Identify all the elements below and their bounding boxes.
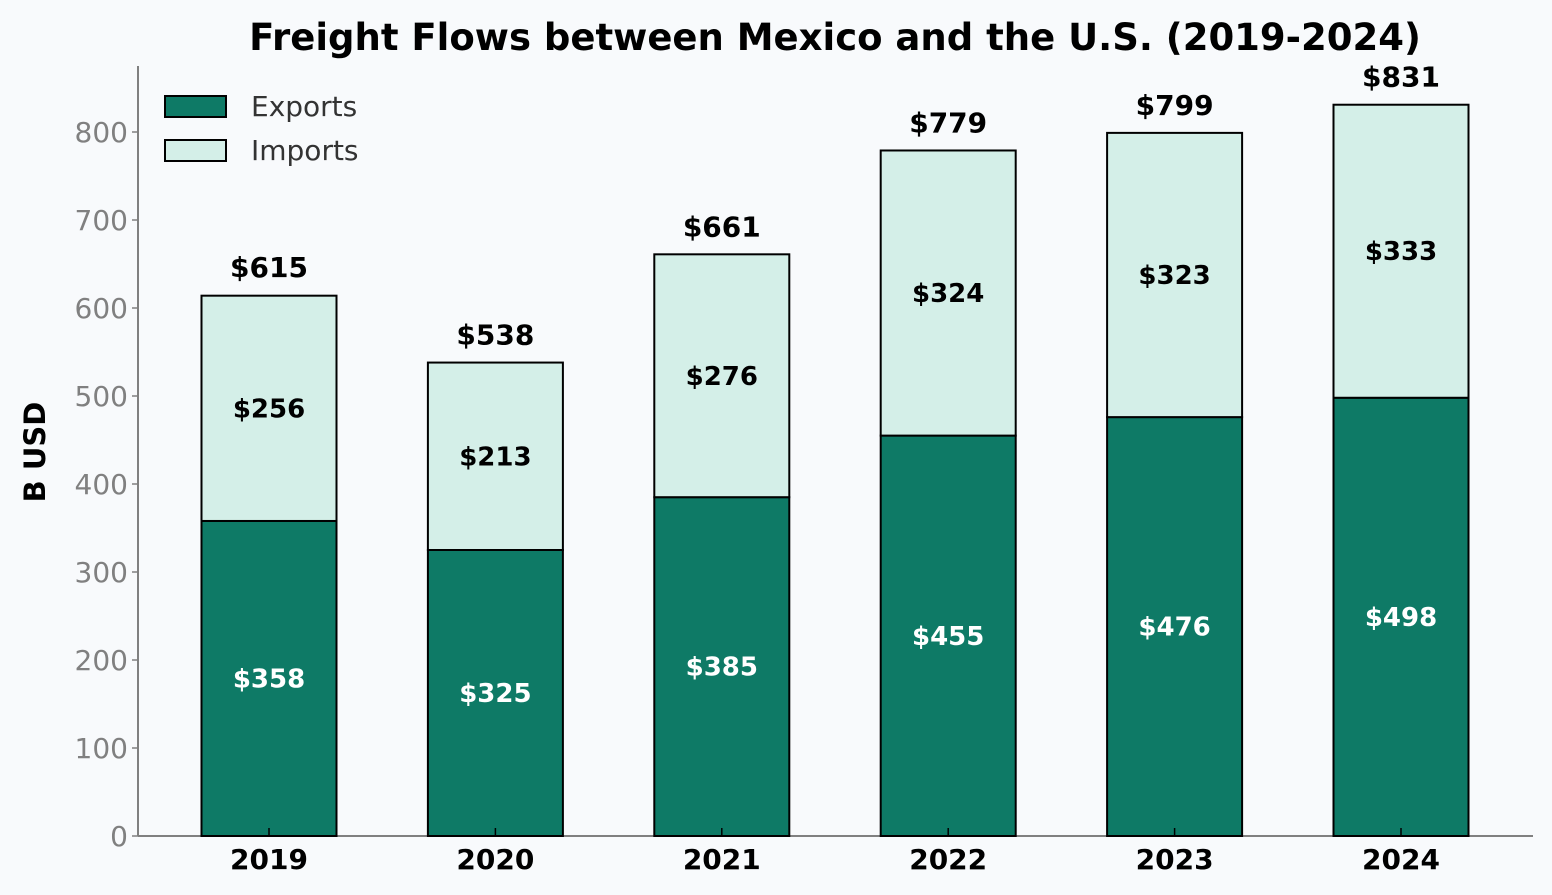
- chart-title: Freight Flows between Mexico and the U.S…: [249, 16, 1421, 59]
- legend-swatch-exports: [164, 95, 227, 118]
- data-label-imports-2021: $276: [686, 362, 758, 392]
- data-label-exports-2019: $358: [233, 664, 305, 694]
- y-tick-label: 200: [75, 644, 128, 677]
- y-tick-label: 600: [75, 292, 128, 325]
- y-tick-label: 500: [75, 380, 128, 413]
- x-tick-label: 2021: [683, 843, 761, 876]
- total-label-2019: $615: [230, 251, 308, 284]
- data-label-exports-2022: $455: [912, 622, 984, 652]
- legend-label-imports: Imports: [251, 134, 359, 167]
- bar-imports-2019: [200, 294, 338, 522]
- total-label-2021: $661: [683, 210, 761, 243]
- x-tick-label: 2019: [230, 843, 308, 876]
- data-label-imports-2022: $324: [912, 279, 984, 309]
- data-label-imports-2020: $213: [459, 442, 531, 472]
- bar-imports-2023: [1106, 131, 1244, 419]
- bar-imports-2021: [653, 253, 791, 499]
- x-tick-label: 2024: [1362, 843, 1440, 876]
- legend: Exports Imports: [164, 90, 359, 167]
- y-tick-label: 800: [75, 116, 128, 149]
- bar-exports-2023: [1106, 416, 1244, 837]
- y-tick-label: 100: [75, 732, 128, 765]
- y-tick-label: 0: [110, 820, 128, 853]
- total-label-2020: $538: [456, 319, 534, 352]
- y-tick-label: 400: [75, 468, 128, 501]
- plot-area: 0 100 200 300 400 500 600 700 800 $358 $256 $615 201…: [75, 61, 1533, 876]
- total-label-2022: $779: [909, 106, 987, 139]
- bar-exports-2019: [200, 519, 338, 838]
- x-tick-label: 2022: [909, 843, 987, 876]
- bar-exports-2021: [653, 496, 791, 837]
- data-label-imports-2019: $256: [233, 394, 305, 424]
- bar-exports-2022: [879, 434, 1017, 837]
- y-axis-label: B USD: [18, 402, 52, 503]
- data-label-exports-2024: $498: [1365, 603, 1437, 633]
- data-label-imports-2024: $333: [1365, 237, 1437, 267]
- y-tick-label: 700: [75, 204, 128, 237]
- y-tick-label: 300: [75, 556, 128, 589]
- x-tick-label: 2023: [1136, 843, 1214, 876]
- bar-imports-2020: [426, 361, 564, 551]
- total-label-2023: $799: [1136, 89, 1214, 122]
- legend-label-exports: Exports: [251, 90, 357, 123]
- bar-imports-2024: [1332, 103, 1470, 399]
- bar-imports-2022: [879, 149, 1017, 437]
- total-label-2024: $831: [1362, 61, 1440, 94]
- data-label-imports-2023: $323: [1138, 261, 1210, 291]
- data-label-exports-2020: $325: [459, 679, 531, 709]
- legend-swatch-imports: [164, 139, 227, 162]
- x-tick-label: 2020: [456, 843, 534, 876]
- data-label-exports-2021: $385: [686, 653, 758, 683]
- bar-exports-2024: [1332, 396, 1470, 837]
- data-label-exports-2023: $476: [1138, 613, 1210, 643]
